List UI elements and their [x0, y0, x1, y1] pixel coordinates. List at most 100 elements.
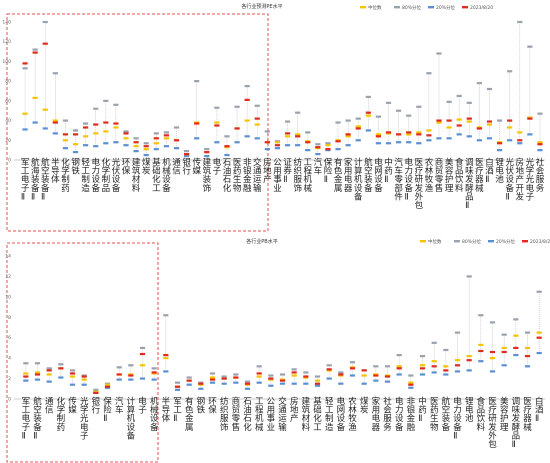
category-label: 社会服务	[536, 157, 545, 194]
y-tick-label: 0	[8, 158, 11, 164]
y-tick-label: 12	[5, 274, 11, 280]
current-marker	[305, 141, 311, 144]
median-marker	[32, 96, 38, 99]
current-marker	[513, 346, 519, 350]
category-label: 化学制药	[57, 396, 66, 433]
current-marker	[224, 145, 230, 148]
p20-marker	[365, 129, 371, 132]
current-marker	[83, 126, 89, 129]
p20-marker	[133, 150, 139, 153]
category-label: 电力设备	[395, 396, 404, 433]
category-label: 航空装备 Ⅱ	[33, 396, 42, 441]
p20-marker	[163, 370, 169, 373]
category-label: 军工电子 Ⅱ	[21, 158, 30, 202]
category-label: 电力设备 Ⅱ	[405, 157, 414, 202]
median-marker	[489, 357, 496, 360]
median-marker	[34, 371, 41, 374]
p80-marker	[537, 112, 543, 115]
category-label: 交通运输	[253, 157, 262, 194]
category-label: 建筑材料	[302, 396, 311, 433]
current-marker	[456, 124, 462, 127]
category-label: 基础化工	[313, 396, 322, 433]
current-marker	[186, 379, 192, 382]
current-marker	[52, 121, 58, 124]
current-marker	[244, 382, 251, 385]
y-tick-label: 100	[2, 59, 11, 65]
category-label: 医疗器械	[475, 158, 484, 194]
p20-marker	[198, 387, 204, 390]
current-marker	[396, 367, 402, 370]
category-label: 航空装备	[364, 157, 373, 194]
p20-marker	[408, 386, 414, 389]
p20-marker	[355, 139, 361, 142]
p80-marker	[326, 364, 332, 367]
median-marker	[72, 143, 79, 146]
legend-swatch	[454, 240, 460, 243]
current-marker	[133, 141, 139, 144]
p20-marker	[128, 378, 134, 381]
p80-marker	[416, 105, 422, 108]
category-label: 机械设备	[162, 157, 171, 194]
p80-marker	[163, 314, 169, 317]
p20-marker	[22, 128, 28, 131]
p20-marker	[456, 133, 462, 136]
p20-marker	[416, 142, 422, 145]
legend-swatch	[428, 6, 434, 9]
p80-marker	[456, 94, 462, 98]
pb-chart: 各行业PB水平 中位数 80%分位 20%分位 2023/8/20 0 2 4 6 8 10 12 14…	[5, 238, 550, 463]
current-marker	[143, 145, 149, 148]
category-label: 石油石化	[223, 158, 232, 194]
category-label: 电网设备	[337, 396, 346, 433]
median-marker	[123, 137, 129, 140]
y-tick-label: 40	[5, 118, 11, 124]
median-marker	[443, 365, 449, 368]
category-label: 锂电池	[495, 157, 504, 185]
y-tick-label: 140	[2, 20, 11, 26]
p80-marker	[62, 119, 69, 122]
current-marker	[478, 349, 484, 353]
p20-marker	[224, 153, 230, 157]
current-marker	[183, 152, 190, 156]
category-label: 调味发酵品 Ⅱ	[465, 158, 474, 211]
p20-marker	[46, 380, 52, 383]
current-marker	[198, 382, 204, 385]
p20-marker	[466, 135, 472, 138]
category-label: 建筑材料	[132, 157, 141, 194]
median-marker	[345, 135, 351, 138]
category-label: 轻工制造	[325, 396, 334, 433]
category-label: 传媒	[68, 396, 77, 416]
p80-marker	[305, 131, 311, 134]
pb-chart-panel: 各行业PB水平 中位数 80%分位 20%分位 2023/8/20 0 2 4 6 8 10 12 14…	[0, 236, 550, 463]
median-marker	[23, 372, 29, 375]
current-marker	[81, 375, 87, 378]
p80-marker	[517, 20, 523, 24]
y-tick-label: 0	[8, 397, 11, 403]
p20-marker	[143, 153, 149, 157]
current-marker	[173, 139, 180, 142]
p80-marker	[527, 45, 533, 48]
category-label: 纺织服饰	[220, 396, 229, 433]
median-marker	[314, 379, 321, 382]
current-marker	[194, 122, 200, 125]
p80-marker	[315, 143, 321, 146]
category-label: 环保	[122, 158, 131, 177]
p20-marker	[326, 377, 332, 380]
legend-swatch	[522, 240, 528, 243]
current-marker	[303, 375, 309, 378]
p20-marker	[214, 141, 220, 144]
p80-marker	[446, 100, 452, 103]
p20-marker	[234, 141, 240, 144]
median-marker	[104, 383, 111, 386]
p80-marker	[373, 365, 379, 368]
category-label: 医疗研发外包	[488, 397, 497, 450]
p80-marker	[224, 135, 230, 138]
p20-marker	[375, 142, 382, 145]
p20-marker	[204, 154, 210, 158]
p80-marker	[46, 367, 52, 370]
category-label: 石油石化	[243, 397, 252, 433]
current-marker	[32, 51, 38, 54]
current-marker	[426, 134, 432, 137]
p20-marker	[295, 144, 301, 147]
highlight-box	[6, 242, 159, 463]
category-label: 电子	[138, 396, 147, 416]
